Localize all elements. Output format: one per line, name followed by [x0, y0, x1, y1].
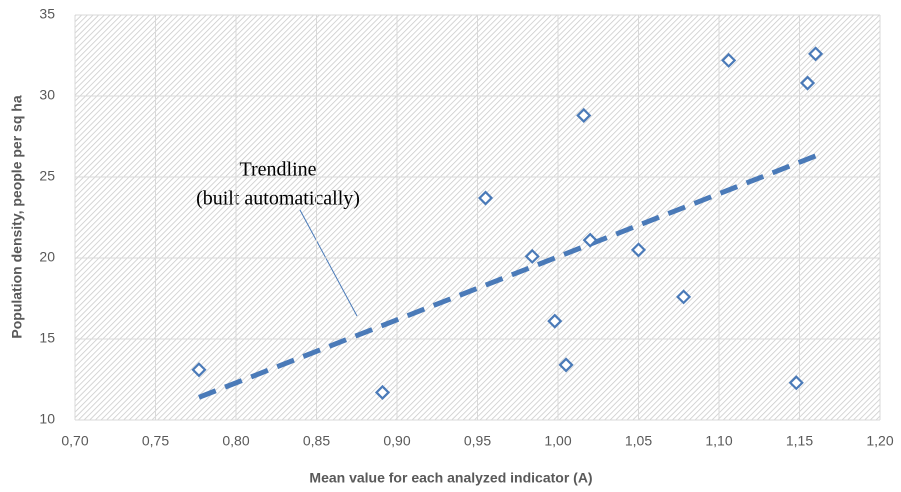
point — [676, 289, 692, 305]
x-tick-label: 1,20 — [866, 433, 893, 449]
y-axis-title: Population density, people per sq ha — [9, 95, 25, 338]
x-tick-label: 0,90 — [383, 433, 410, 449]
x-tick-label: 1,15 — [786, 433, 813, 449]
x-tick-label: 0,80 — [222, 433, 249, 449]
point — [788, 375, 804, 391]
x-axis-title: Mean value for each analyzed indicator (… — [309, 470, 592, 486]
x-tick-label: 1,05 — [625, 433, 652, 449]
y-tick-label: 35 — [39, 6, 55, 22]
x-tick-label: 0,85 — [303, 433, 330, 449]
point — [374, 384, 391, 401]
point — [547, 313, 563, 329]
y-tick-label: 15 — [39, 330, 55, 346]
x-tick-label: 0,95 — [464, 433, 491, 449]
x-tick-label: 0,75 — [142, 433, 169, 449]
y-tick-label: 20 — [39, 249, 55, 265]
point — [808, 46, 824, 62]
annotation: (built automatically) — [196, 188, 360, 210]
annotation: Trendline — [239, 159, 316, 181]
point — [799, 75, 816, 91]
x-tick-label: 1,10 — [705, 433, 732, 449]
annotation-leader — [299, 209, 358, 317]
point — [191, 362, 207, 378]
point — [576, 107, 592, 123]
point — [582, 232, 598, 248]
point — [477, 190, 494, 206]
x-tick-label: 0,70 — [61, 433, 88, 449]
point — [558, 357, 574, 373]
point — [524, 248, 540, 264]
point — [630, 242, 647, 258]
y-tick-label: 25 — [39, 168, 55, 184]
x-tick-label: 1,00 — [544, 433, 571, 449]
y-tick-label: 30 — [39, 87, 55, 103]
y-tick-label: 10 — [39, 411, 55, 427]
point — [721, 52, 737, 68]
